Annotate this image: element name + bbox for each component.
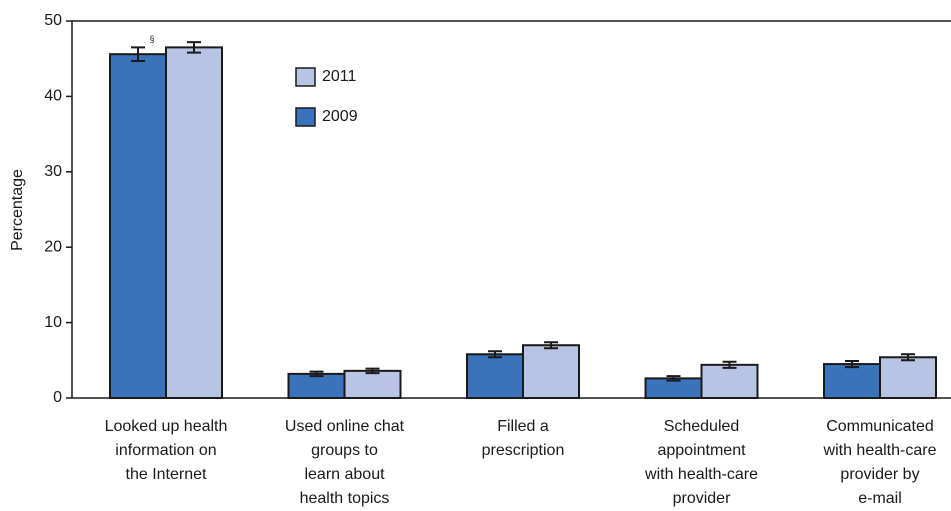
legend-label: 2009	[322, 108, 358, 125]
error-bar	[666, 375, 681, 382]
error-bar	[309, 370, 324, 378]
error-bar	[187, 41, 201, 54]
legend-swatch	[295, 107, 316, 127]
error-bar	[544, 341, 558, 350]
legend-label: 2011	[322, 68, 357, 85]
bar	[287, 372, 346, 400]
x-tick-label: provider	[673, 490, 731, 507]
error-bar	[845, 360, 859, 369]
x-tick-label: learn about	[304, 466, 385, 483]
error-bar	[365, 367, 380, 375]
x-tick-label: Scheduled	[664, 418, 740, 435]
y-tick-label: 40	[44, 88, 62, 105]
y-axis-label: Percentage	[9, 169, 26, 251]
y-tick-label: 10	[44, 314, 62, 331]
bar	[879, 356, 937, 399]
x-tick-label: the Internet	[126, 466, 208, 483]
bar	[466, 353, 524, 400]
error-bar	[722, 360, 737, 369]
x-tick-label: provider by	[840, 466, 919, 483]
x-tick-label: information on	[115, 442, 216, 459]
y-tick-label: 20	[44, 238, 62, 255]
bar	[165, 46, 223, 399]
y-tick-label: 50	[44, 12, 62, 29]
bar	[823, 363, 881, 400]
x-tick-label: Looked up health	[105, 418, 228, 435]
x-tick-label: Communicated	[826, 418, 934, 435]
error-bar	[488, 350, 502, 359]
error-bar	[901, 353, 915, 362]
x-tick-label: groups to	[311, 442, 378, 459]
y-tick-label: 0	[53, 389, 62, 406]
x-tick-label: e-mail	[858, 490, 902, 507]
x-tick-label: with health-care	[644, 466, 758, 483]
x-tick-label: appointment	[657, 442, 746, 459]
error-bar	[131, 46, 145, 62]
y-tick-label: 30	[44, 163, 62, 180]
x-tick-label: Filled a	[497, 418, 549, 435]
bar	[109, 53, 167, 400]
legend-swatch	[295, 67, 316, 87]
annotation: §	[149, 34, 154, 44]
x-tick-label: health topics	[300, 490, 390, 507]
bar	[700, 363, 759, 400]
bar	[343, 369, 402, 399]
x-tick-label: Used online chat	[285, 418, 405, 435]
x-tick-label: with health-care	[823, 442, 937, 459]
bar	[522, 344, 580, 399]
x-tick-label: prescription	[482, 442, 565, 459]
